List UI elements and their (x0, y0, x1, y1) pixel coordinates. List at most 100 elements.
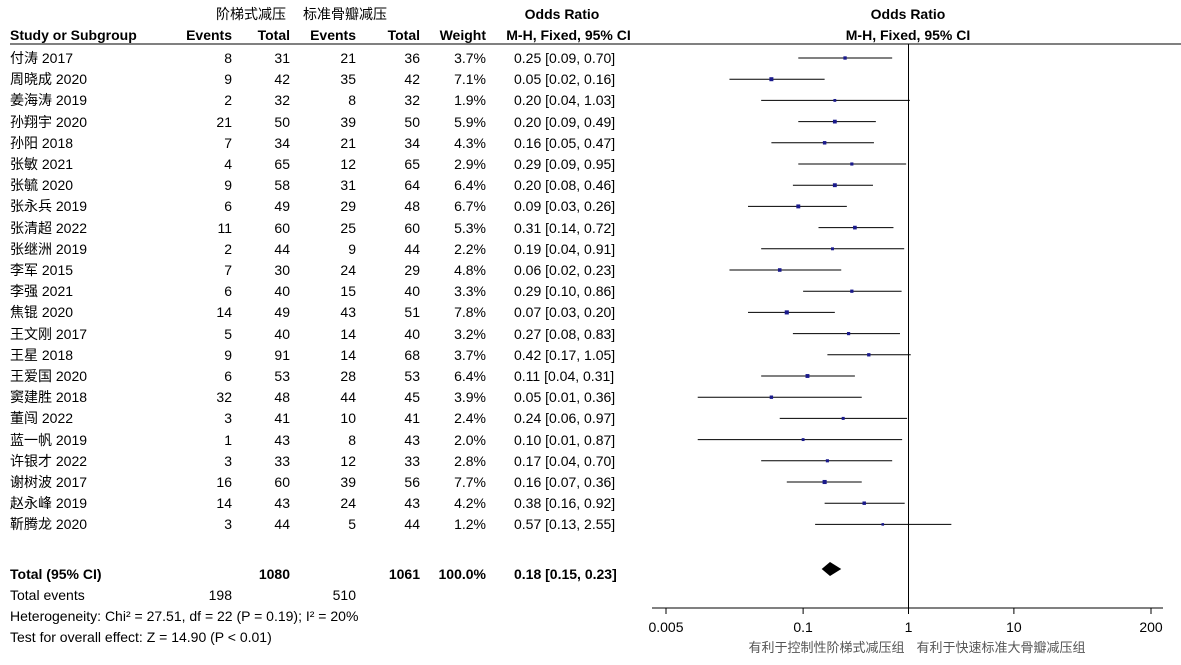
x-tick-label: 10 (1006, 619, 1022, 635)
study-name: 赵永峰 2019 (10, 495, 88, 512)
total1-value: 43 (274, 495, 290, 512)
events2-value: 12 (340, 156, 356, 172)
x-tick-label: 200 (1139, 619, 1163, 635)
total1-value: 50 (274, 113, 290, 130)
study-name: 孙翔宇 2020 (10, 113, 88, 130)
events1-value: 8 (224, 50, 232, 66)
study-name: 姜海涛 2019 (10, 92, 88, 109)
events2-value: 39 (340, 474, 356, 490)
events1-value: 9 (224, 346, 232, 363)
events2-value: 8 (348, 92, 356, 109)
total2-value: 44 (404, 240, 420, 257)
events2-value: 8 (348, 431, 356, 448)
events2-value: 21 (340, 134, 356, 151)
study-name: 许银才 2022 (10, 452, 88, 469)
or-ci-value: 0.24 [0.06, 0.97] (514, 410, 616, 427)
weight-value: 2.4% (454, 410, 486, 427)
study-name: 张敏 2021 (10, 156, 74, 172)
total-events-e1: 198 (208, 587, 232, 603)
or-ci-value: 0.20 [0.09, 0.49] (514, 113, 616, 130)
favours-right-label: 有利于快速标准大骨瓣减压组 (917, 640, 1086, 655)
weight-value: 4.8% (454, 262, 486, 278)
events2-value: 44 (340, 389, 356, 406)
weight-value: 6.4% (454, 368, 486, 384)
weight-value: 7.7% (454, 474, 486, 490)
study-col-header: Study or Subgroup (10, 27, 137, 43)
weight-value: 3.3% (454, 283, 486, 300)
weight-value: 2.9% (454, 156, 486, 172)
total1-value: 44 (274, 240, 290, 257)
or-ci-value: 0.19 [0.04, 0.91] (514, 240, 616, 257)
events1-value: 9 (224, 177, 232, 194)
total2-value: 44 (404, 516, 420, 533)
total1-value: 53 (274, 368, 290, 384)
total1-value: 49 (274, 198, 290, 215)
total2-value: 40 (404, 325, 420, 342)
plot-header-title: Odds Ratio (870, 6, 946, 22)
events2-value: 5 (348, 516, 356, 533)
total-t2: 1061 (388, 566, 420, 582)
weight-value: 3.2% (454, 325, 486, 342)
or-ci-value: 0.42 [0.17, 1.05] (514, 346, 616, 363)
total2-value: 43 (404, 431, 420, 448)
total2-value: 36 (404, 50, 420, 66)
events1-value: 6 (224, 368, 232, 384)
study-marker (862, 501, 866, 505)
events2-value: 14 (340, 325, 356, 342)
events2-value: 29 (340, 198, 356, 215)
study-marker (822, 141, 827, 145)
study-marker (805, 374, 810, 378)
study-marker (831, 247, 834, 251)
study-marker (850, 162, 854, 166)
total-events-label: Total events (10, 587, 85, 603)
study-marker (822, 479, 827, 485)
or-ci-value: 0.11 [0.04, 0.31] (514, 368, 615, 384)
events1-value: 3 (224, 516, 232, 533)
events2-value: 35 (340, 71, 356, 88)
events2-value: 24 (340, 495, 356, 512)
total-weight: 100.0% (438, 566, 486, 582)
overall-effect-text: Test for overall effect: Z = 14.90 (P < … (10, 629, 272, 645)
weight-value: 7.8% (454, 304, 486, 321)
study-name: 蓝一帆 2019 (10, 431, 88, 448)
weight-value: 5.3% (454, 219, 486, 236)
or-ci-value: 0.57 [0.13, 2.55] (514, 516, 616, 533)
total1-value: 91 (274, 346, 290, 363)
or-ci-value: 0.20 [0.08, 0.46] (514, 177, 616, 194)
study-name: 张永兵 2019 (10, 198, 88, 215)
or-ci-value: 0.06 [0.02, 0.23] (514, 262, 616, 278)
or-method-header: M-H, Fixed, 95% CI (506, 27, 631, 43)
total1-value: 49 (274, 304, 290, 321)
study-name: 靳腾龙 2020 (10, 516, 88, 533)
total2-value: 42 (404, 71, 420, 88)
events2-value: 28 (340, 368, 356, 384)
or-ci-value: 0.16 [0.05, 0.47] (514, 134, 616, 151)
total1-value: 60 (274, 219, 290, 236)
events2-value: 24 (340, 262, 356, 278)
events2-value: 14 (340, 346, 356, 363)
events1-header: Events (186, 27, 232, 43)
weight-value: 4.3% (454, 134, 486, 151)
total1-value: 34 (274, 134, 290, 151)
study-marker (801, 438, 805, 442)
total1-value: 58 (274, 177, 290, 194)
total1-value: 48 (274, 389, 290, 406)
study-name: 付涛 2017 (10, 50, 74, 66)
total2-value: 68 (404, 346, 420, 363)
study-name: 周晓成 2020 (10, 71, 88, 88)
weight-value: 5.9% (454, 113, 486, 130)
total-events-e2: 510 (332, 587, 356, 603)
or-ci-value: 0.38 [0.16, 0.92] (514, 495, 616, 512)
or-ci-value: 0.16 [0.07, 0.36] (514, 474, 616, 490)
study-name: 张清超 2022 (10, 219, 88, 236)
favours-left-label: 有利于控制性阶梯式减压组 (748, 640, 904, 655)
total2-value: 51 (404, 304, 420, 321)
weight-value: 3.7% (454, 346, 486, 363)
study-marker (867, 353, 871, 357)
total2-value: 33 (404, 452, 420, 469)
group2-header: 标准骨瓣减压 (303, 6, 387, 22)
weight-value: 6.7% (454, 198, 486, 215)
total-label: Total (95% CI) (10, 566, 102, 582)
x-tick-label: 0.005 (648, 619, 683, 635)
